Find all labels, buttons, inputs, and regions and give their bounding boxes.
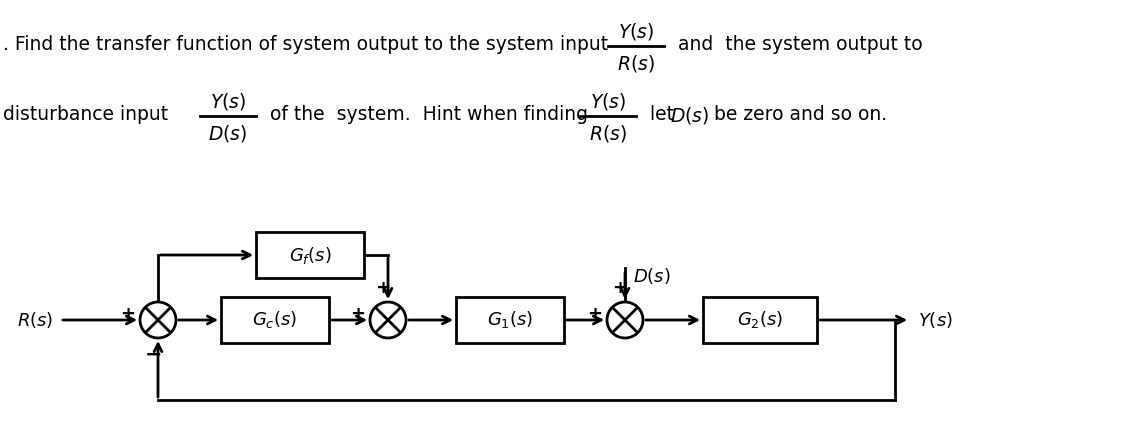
Text: +: + xyxy=(120,305,135,323)
Text: let: let xyxy=(643,106,680,125)
Text: $D(s)$: $D(s)$ xyxy=(633,266,670,286)
Circle shape xyxy=(370,302,406,338)
Text: $Y(s)$: $Y(s)$ xyxy=(590,90,627,112)
Circle shape xyxy=(140,302,176,338)
Text: $Y(s)$: $Y(s)$ xyxy=(210,90,247,112)
Circle shape xyxy=(606,302,643,338)
Text: be zero and so on.: be zero and so on. xyxy=(708,106,887,125)
Bar xyxy=(456,297,564,343)
Text: +: + xyxy=(376,279,390,297)
Text: . Find the transfer function of system output to the system input: . Find the transfer function of system o… xyxy=(3,36,608,55)
Text: $G_2(s)$: $G_2(s)$ xyxy=(736,310,784,330)
Text: $G_f(s)$: $G_f(s)$ xyxy=(288,245,332,265)
Bar xyxy=(703,297,817,343)
Text: +: + xyxy=(350,305,365,323)
Text: $G_c(s)$: $G_c(s)$ xyxy=(252,310,297,330)
Bar xyxy=(256,232,364,278)
Text: and  the system output to: and the system output to xyxy=(671,36,923,55)
Text: $G_1(s)$: $G_1(s)$ xyxy=(487,310,534,330)
Text: +: + xyxy=(612,279,628,297)
Text: of the  system.  Hint when finding: of the system. Hint when finding xyxy=(265,106,589,125)
Text: $Y(s)$: $Y(s)$ xyxy=(618,20,654,42)
Text: $R(s)$: $R(s)$ xyxy=(618,52,655,74)
Text: $Y(s)$: $Y(s)$ xyxy=(918,310,953,330)
Bar xyxy=(221,297,328,343)
Text: −: − xyxy=(146,345,163,365)
Text: $R(s)$: $R(s)$ xyxy=(590,123,627,143)
Text: $D(s)$: $D(s)$ xyxy=(670,104,710,126)
Text: $D(s)$: $D(s)$ xyxy=(209,123,248,143)
Text: +: + xyxy=(587,305,602,323)
Text: $R(s)$: $R(s)$ xyxy=(17,310,53,330)
Text: disturbance input: disturbance input xyxy=(3,106,168,125)
